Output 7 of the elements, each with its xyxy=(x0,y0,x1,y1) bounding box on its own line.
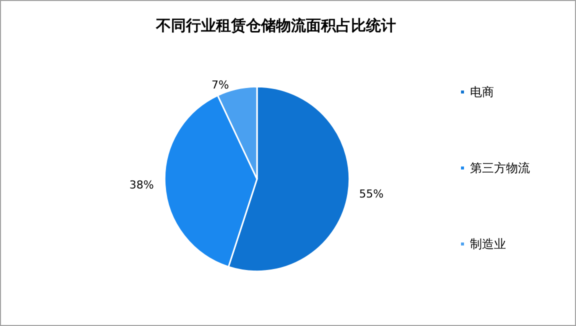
chart-title: 不同行业租赁仓储物流面积占比统计 xyxy=(155,16,396,34)
data-label: 55% xyxy=(359,188,384,201)
legend-label: 制造业 xyxy=(470,237,506,251)
legend-label: 电商 xyxy=(470,85,494,99)
data-label: 7% xyxy=(212,78,229,92)
legend-label: 第三方物流 xyxy=(470,161,530,175)
data-label: 38% xyxy=(129,178,154,192)
